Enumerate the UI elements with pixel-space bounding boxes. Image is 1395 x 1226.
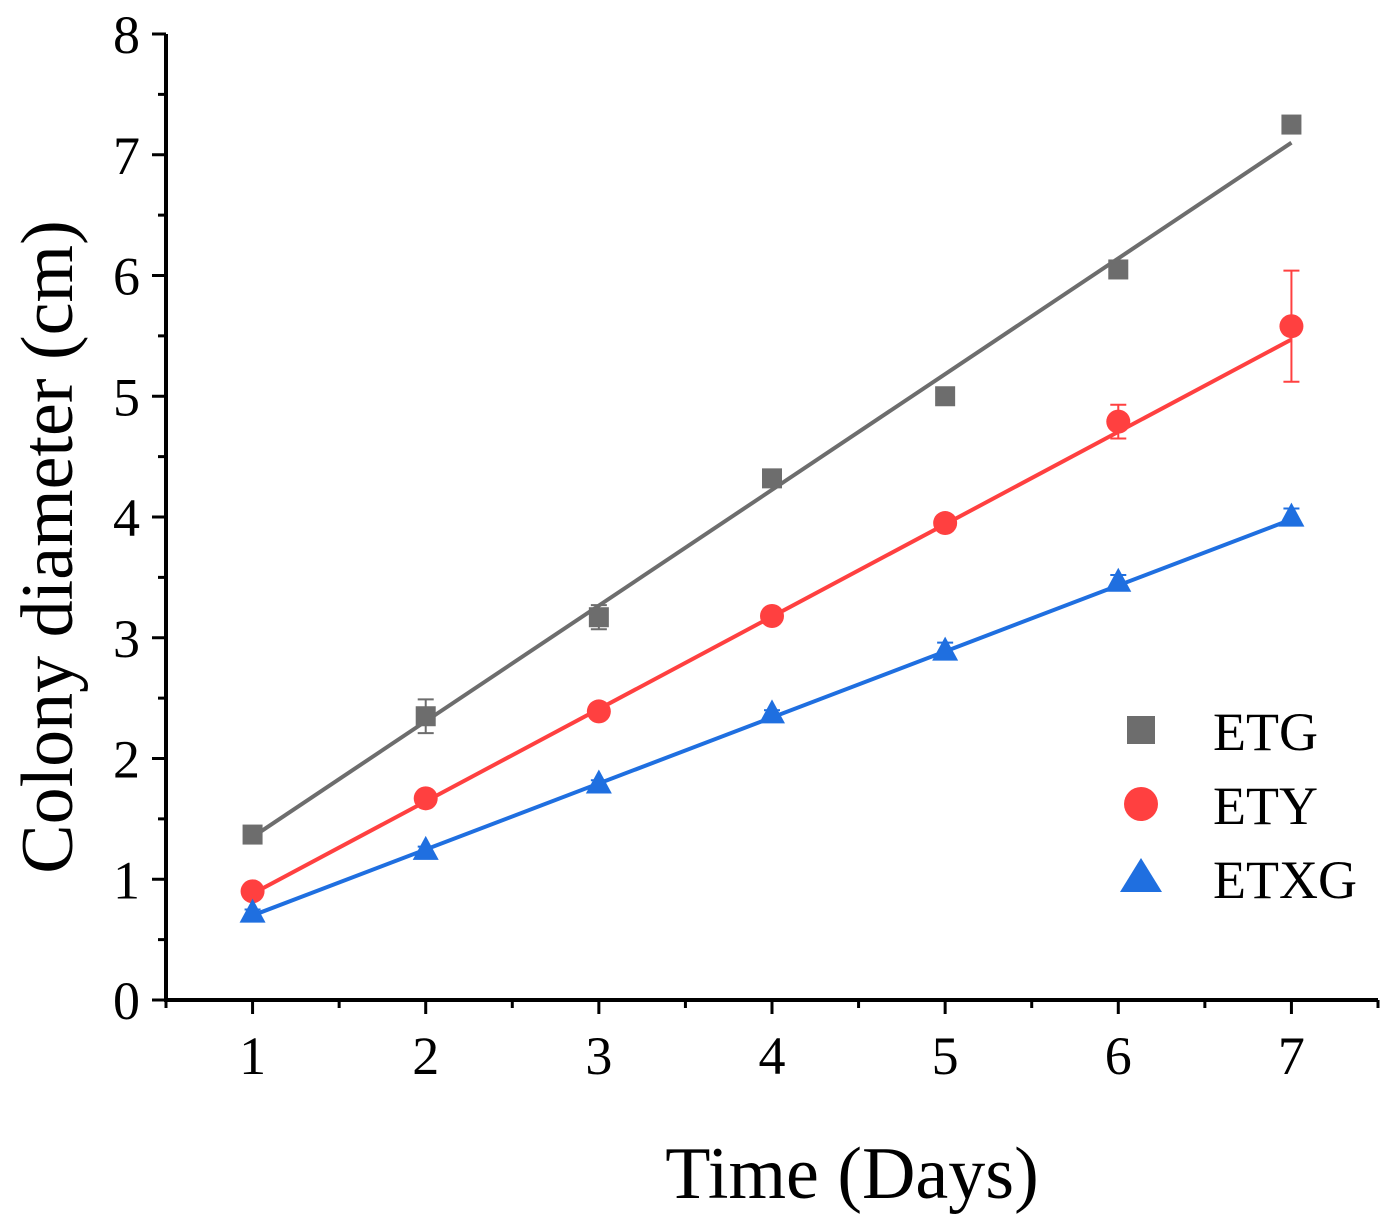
etg-point [242, 824, 263, 845]
ety-point [1106, 409, 1131, 434]
y-tick-label-2: 2 [113, 730, 140, 790]
x-tick-label-4: 4 [759, 1026, 786, 1086]
y-tick-label-0: 0 [113, 971, 140, 1031]
ety-point [586, 699, 611, 724]
etxg-point [759, 699, 785, 724]
etg-point [415, 706, 436, 727]
legend-marker-etg [1127, 716, 1155, 744]
etxg-point [932, 636, 959, 661]
legend-marker-ety [1124, 787, 1158, 821]
x-tick-label-3: 3 [585, 1026, 612, 1086]
etg-point [1108, 259, 1129, 280]
etg-point [1281, 114, 1302, 135]
etxg-point [1105, 567, 1132, 592]
axes: 0 1 2 3 4 5 6 7 8 1 2 3 4 5 6 7 [113, 5, 1380, 1086]
x-tick-label-2: 2 [412, 1026, 439, 1086]
etxg-point [1278, 502, 1305, 527]
etxg-point [412, 835, 439, 860]
legend-label-etxg: ETXG [1213, 850, 1357, 910]
x-tick-label-6: 6 [1105, 1026, 1132, 1086]
etg-point [588, 607, 609, 628]
ety-point [240, 879, 265, 904]
etg-point [762, 468, 782, 489]
data-markers [239, 114, 1305, 923]
x-tick-label-7: 7 [1278, 1026, 1305, 1086]
x-tick-label-1: 1 [239, 1026, 266, 1086]
x-axis-title: Time (Days) [665, 1133, 1038, 1215]
etxg-point [585, 769, 612, 794]
legend-marker-etxg [1120, 858, 1162, 892]
x-tick-label-5: 5 [932, 1026, 959, 1086]
ety-point [1279, 314, 1304, 339]
ety-point [933, 511, 958, 536]
etg-point [935, 386, 956, 407]
y-tick-label-5: 5 [113, 367, 140, 427]
y-tick-label-3: 3 [113, 609, 140, 669]
etxg-point [239, 898, 266, 923]
ety-point [413, 786, 438, 811]
legend-label-ety: ETY [1213, 776, 1318, 836]
y-tick-label-7: 7 [113, 126, 140, 186]
y-tick-label-1: 1 [113, 850, 140, 910]
y-tick-label-8: 8 [113, 5, 140, 65]
legend: ETG ETY ETXG [1120, 702, 1357, 910]
y-tick-label-6: 6 [113, 247, 140, 307]
ety-point [760, 604, 784, 629]
legend-label-etg: ETG [1213, 702, 1318, 762]
y-tick-label-4: 4 [113, 488, 140, 548]
y-axis-title: Colony diameter (cm) [7, 220, 89, 873]
